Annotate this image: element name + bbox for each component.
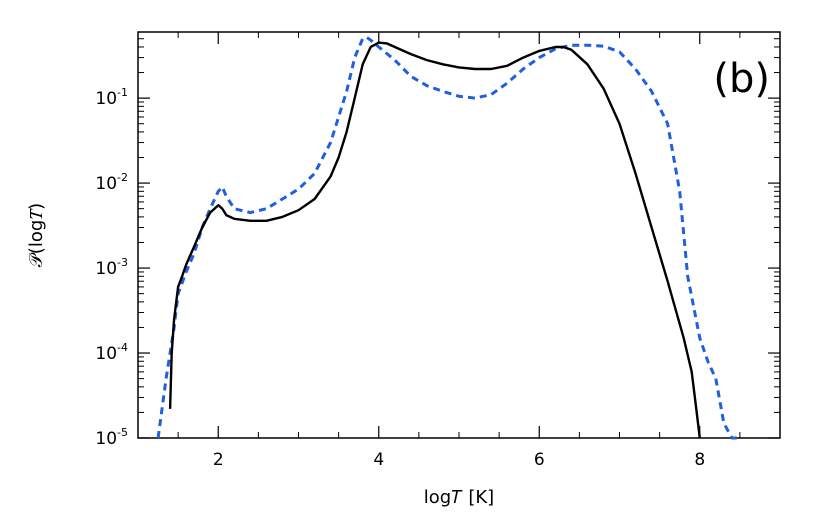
y-tick-label: 10-3 — [95, 256, 128, 279]
panel-label: (b) — [713, 56, 770, 102]
y-tick-label: 10-2 — [95, 171, 128, 194]
dashed-series-line — [156, 35, 740, 440]
x-tick-label: 4 — [373, 450, 384, 470]
solid-series-line — [168, 41, 701, 439]
plot-frame — [137, 31, 781, 439]
y-tick-label: 10-1 — [95, 86, 128, 109]
ticks-layer: 2 4 6 8 10-5 10-4 10-3 10-2 10-1 — [95, 32, 781, 470]
x-tick-label: 8 — [694, 450, 705, 470]
x-tick-label: 2 — [213, 450, 224, 470]
x-tick-label: 6 — [534, 450, 545, 470]
series-layer — [156, 35, 740, 440]
x-axis-title: log𝑇 [K] — [424, 487, 494, 508]
y-tick-label: 10-4 — [95, 341, 128, 364]
y-tick-label: 10-5 — [95, 426, 128, 449]
y-axis-title: 𝒫(log𝑇) — [26, 203, 47, 267]
